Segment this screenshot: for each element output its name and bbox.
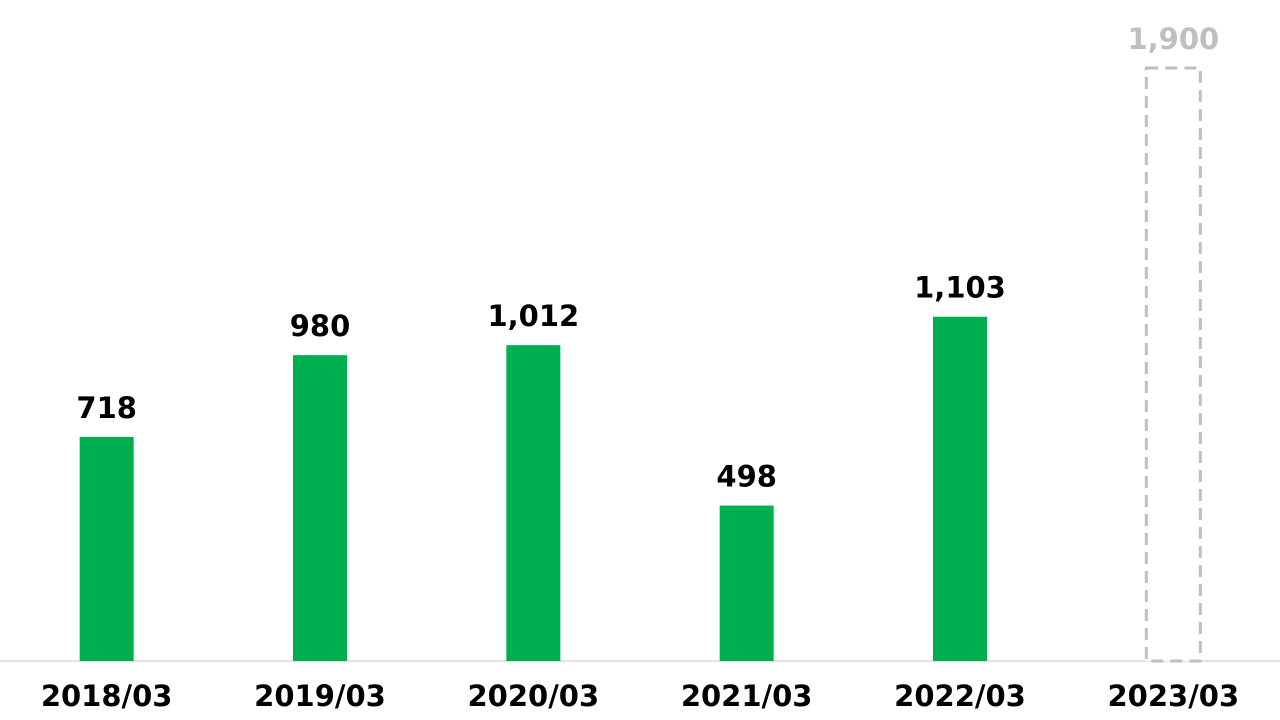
value-label: 1,103 bbox=[914, 271, 1006, 305]
x-tick-label: 2021/03 bbox=[681, 679, 813, 713]
x-tick-label: 2019/03 bbox=[254, 679, 386, 713]
value-label: 718 bbox=[76, 391, 137, 425]
x-tick-label: 2023/03 bbox=[1107, 679, 1239, 713]
bar bbox=[1144, 66, 1202, 663]
x-tick-label: 2020/03 bbox=[467, 679, 599, 713]
value-label: 498 bbox=[716, 460, 777, 494]
bar bbox=[719, 505, 774, 661]
value-label: 1,012 bbox=[487, 299, 579, 333]
x-tick-label: 2018/03 bbox=[41, 679, 173, 713]
bar bbox=[506, 345, 561, 661]
x-tick-label: 2022/03 bbox=[894, 679, 1026, 713]
value-label: 1,900 bbox=[1127, 22, 1219, 56]
bar bbox=[933, 316, 987, 661]
bar bbox=[293, 355, 347, 661]
value-label: 980 bbox=[290, 309, 351, 343]
bar bbox=[79, 436, 134, 661]
